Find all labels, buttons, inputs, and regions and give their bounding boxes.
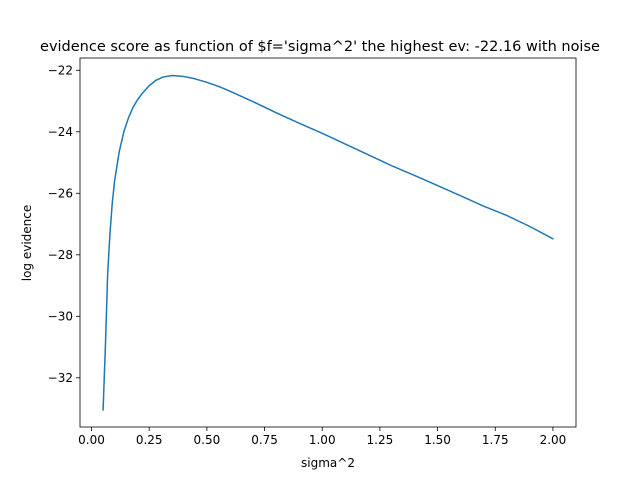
x-tick-label: 1.00: [309, 433, 336, 447]
series-line: [102, 74, 554, 411]
plot-area: [79, 57, 577, 428]
y-axis-label: log evidence: [20, 205, 34, 282]
y-tick-label: −24: [48, 125, 73, 139]
x-axis: 0.00 0.25 0.50 0.75 1.00 1.25 1.50 1.75 2.00: [78, 427, 566, 447]
y-tick-label: −22: [48, 63, 73, 77]
x-tick-label: 0.50: [194, 433, 221, 447]
x-tick-label: 2.00: [540, 433, 567, 447]
plot-frame: [79, 57, 577, 428]
x-tick-label: 1.25: [367, 433, 394, 447]
y-tick-label: −26: [48, 186, 73, 200]
x-tick-label: 0.75: [251, 433, 278, 447]
x-tick-label: 1.50: [424, 433, 451, 447]
x-tick-label: 1.75: [482, 433, 509, 447]
y-tick-label: −30: [48, 309, 73, 323]
y-tick-label: −32: [48, 371, 73, 385]
chart-title: evidence score as function of $f='sigma^…: [40, 39, 600, 55]
x-tick-label: 0.00: [78, 433, 105, 447]
y-axis: −32 −30 −28 −26 −24 −22: [48, 63, 80, 385]
y-tick-label: −28: [48, 248, 73, 262]
x-tick-label: 0.25: [136, 433, 163, 447]
x-axis-label: sigma^2: [301, 456, 355, 470]
